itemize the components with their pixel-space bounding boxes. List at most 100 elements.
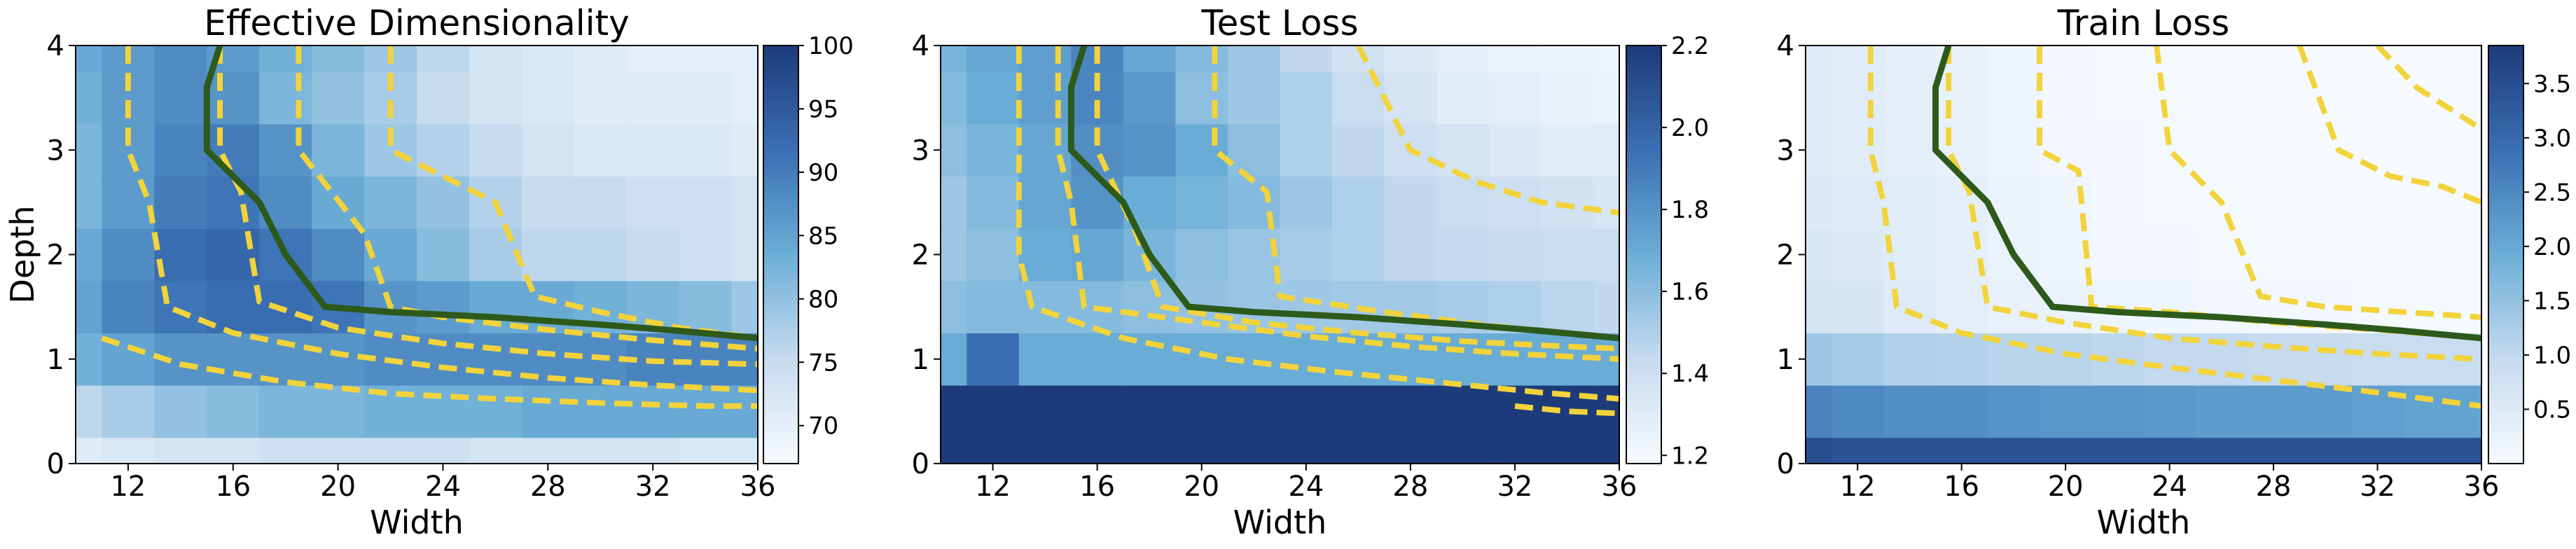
y-tick-label: 0: [912, 448, 929, 480]
heatmap-cell: [154, 176, 207, 229]
heatmap-cell: [76, 333, 103, 386]
heatmap-cell: [2195, 280, 2248, 334]
heatmap-cell: [2247, 123, 2300, 177]
heatmap-cell: [2040, 123, 2092, 177]
heatmap-cell: [2247, 46, 2300, 72]
heatmap-cell: [2040, 385, 2092, 438]
y-tick-label: 2: [912, 239, 929, 272]
heatmap-cell: [1280, 228, 1333, 282]
heatmap-cell: [731, 123, 758, 177]
x-tick-label: 24: [425, 471, 461, 503]
heatmap-cell: [1280, 437, 1333, 464]
heatmap-cell: [1175, 71, 1228, 125]
heatmap-cell: [1332, 385, 1385, 438]
dashed-contour-line: [125, 46, 758, 394]
y-tick-label: 1: [912, 344, 929, 376]
heatmap-cell: [626, 46, 680, 72]
heatmap-cell: [417, 437, 470, 464]
heatmap-cell: [1883, 176, 1937, 229]
heatmap-cell: [1384, 385, 1437, 438]
heatmap-cell: [626, 437, 680, 464]
heatmap-cell: [2403, 437, 2456, 464]
heatmap-cell: [76, 123, 103, 177]
x-tick-label: 12: [975, 471, 1011, 503]
heatmap-cell: [1071, 437, 1124, 464]
heatmap-cell: [574, 437, 628, 464]
dashed-contour-line: [1055, 46, 1619, 362]
heatmap-cell: [2403, 228, 2456, 282]
heatmap-cell: [1436, 437, 1490, 464]
colorbar-tick-label: 3.0: [2533, 125, 2571, 153]
x-tick-label: 20: [320, 471, 356, 503]
heatmap-cell: [102, 437, 155, 464]
heatmap-cell: [1175, 333, 1228, 386]
heatmap-cell: [941, 280, 967, 334]
heatmap-cell: [2040, 71, 2092, 125]
heatmap-cell: [2351, 71, 2404, 125]
heatmap-cell: [207, 176, 260, 229]
colorbar-tick-label: 75: [808, 349, 838, 377]
heatmap-cell: [1018, 71, 1072, 125]
y-tick-label: 2: [1777, 239, 1794, 272]
heatmap-cell: [1806, 46, 1832, 72]
y-tick-label: 0: [47, 448, 64, 480]
heatmap-cell: [1935, 437, 1988, 464]
heatmap-cell: [312, 333, 365, 386]
heatmap-cell: [679, 280, 733, 334]
heatmap-cell: [1384, 176, 1437, 229]
heatmap-cell: [364, 176, 417, 229]
heatmap-cell: [2143, 71, 2196, 125]
heatmap-cell: [1018, 46, 1072, 72]
heatmap-cells: [941, 46, 1619, 464]
heatmap-cell: [2091, 46, 2145, 72]
x-tick-label: 36: [1602, 471, 1637, 503]
heatmap-cell: [2247, 385, 2300, 438]
heatmap-cell: [2040, 228, 2092, 282]
y-tick-label: 4: [1777, 30, 1794, 62]
x-axis-label: Width: [2097, 503, 2191, 541]
heatmap-cell: [1280, 333, 1333, 386]
heatmap-cell: [469, 71, 522, 125]
heatmap-cell: [1332, 437, 1385, 464]
heatmap-cell: [1488, 437, 1542, 464]
colorbar-tick-label: 80: [808, 286, 838, 314]
heatmap-cell: [1806, 333, 1832, 386]
heatmap-cell: [1541, 437, 1594, 464]
y-tick-label: 4: [912, 30, 929, 62]
heatmap-cell: [1436, 46, 1490, 72]
heatmap-cell: [1175, 176, 1228, 229]
heatmap-cell: [2299, 176, 2353, 229]
heatmap-cell: [2403, 280, 2456, 334]
heatmap-cell: [2195, 46, 2248, 72]
heatmap-cell: [1332, 176, 1385, 229]
contour-lines: [1016, 46, 1619, 417]
dashed-contour-line: [1514, 403, 1619, 417]
dashed-contour-line: [1867, 46, 2481, 409]
heatmap-cell: [1883, 71, 1937, 125]
heatmap-cell: [207, 437, 260, 464]
dashed-contour-line: [1212, 46, 1619, 341]
colorbar-tick-label: 1.6: [1671, 278, 1709, 306]
heatmap-cell: [2143, 280, 2196, 334]
heatmap-cell: [967, 437, 1020, 464]
heatmap-cell: [1332, 123, 1385, 177]
heatmap-cell: [2247, 437, 2300, 464]
heatmap-cell: [1883, 333, 1937, 386]
colorbar-tick-label: 1.0: [2533, 342, 2571, 370]
heatmap-cell: [2351, 228, 2404, 282]
chart-title: Train Loss: [2057, 3, 2230, 43]
x-tick-label: 24: [2152, 471, 2187, 503]
heatmap-cell: [259, 71, 312, 125]
heatmap-cell: [259, 123, 312, 177]
heatmap-cell: [521, 71, 575, 125]
dashed-contour-line: [1094, 46, 1619, 352]
heatmap-cell: [2299, 333, 2353, 386]
y-axis-label: Depth: [4, 205, 41, 303]
solid-contour-line: [1932, 46, 2481, 342]
heatmap-cell: [1806, 385, 1832, 438]
heatmap-cells: [76, 46, 758, 464]
heatmap-cell: [941, 123, 967, 177]
colorbar-tick-label: 0.5: [2533, 396, 2571, 424]
